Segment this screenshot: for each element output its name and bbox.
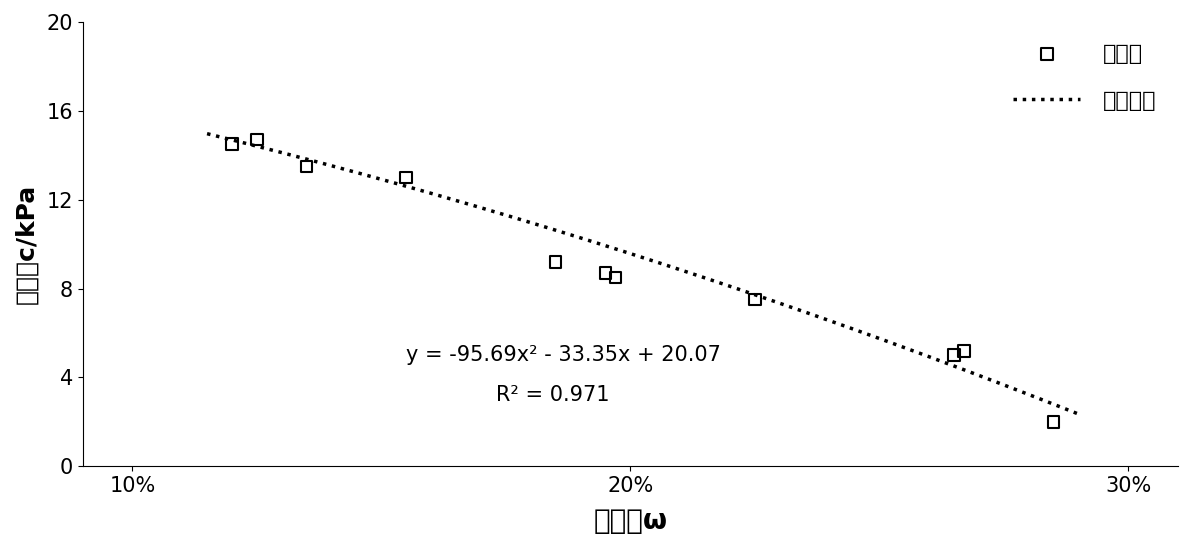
实测値 [546, 257, 565, 266]
Legend: 实测値, 拟合曲线: 实测値, 拟合曲线 [1002, 33, 1167, 122]
Line: 拟合曲线: 拟合曲线 [207, 133, 1079, 414]
实测値 [297, 162, 316, 171]
拟合曲线 [935, 358, 949, 365]
拟合曲线 [715, 281, 730, 287]
实测値 [745, 295, 764, 304]
Text: y = -95.69x² - 33.35x + 20.07: y = -95.69x² - 33.35x + 20.07 [406, 345, 721, 365]
实测値 [606, 273, 625, 282]
实测値 [596, 268, 615, 277]
X-axis label: 含水率ω: 含水率ω [594, 507, 668, 535]
Text: R² = 0.971: R² = 0.971 [496, 385, 609, 405]
实测値 [944, 351, 963, 360]
实测値 [223, 139, 242, 148]
拟合曲线 [733, 287, 747, 293]
拟合曲线 [1072, 411, 1086, 417]
拟合曲线 [203, 131, 217, 138]
实测値 [955, 346, 974, 355]
Y-axis label: 粘聚力c/kPa: 粘聚力c/kPa [14, 184, 38, 304]
拟合曲线 [200, 130, 215, 137]
实测値 [247, 135, 266, 144]
拟合曲线 [719, 282, 733, 288]
拟合曲线 [989, 379, 1004, 385]
实测値 [1044, 417, 1063, 426]
实测値 [397, 173, 416, 182]
